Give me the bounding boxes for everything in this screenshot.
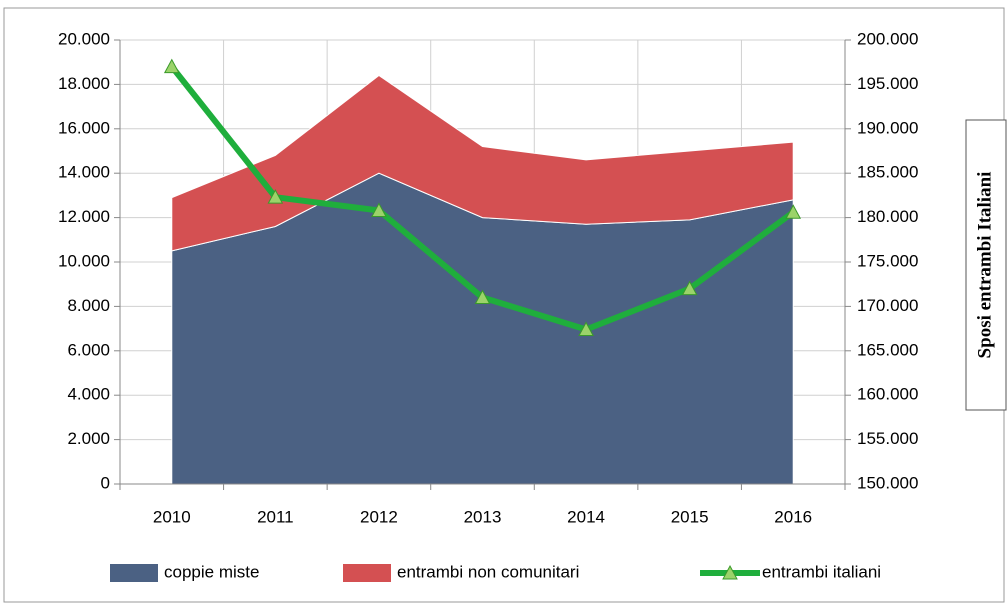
y-tick-label: 4.000 [67, 385, 110, 404]
y2-tick-label: 185.000 [857, 163, 918, 182]
x-tick-label: 2014 [567, 507, 605, 526]
legend-swatch [343, 564, 391, 582]
y-tick-label: 18.000 [58, 74, 110, 93]
marker [371, 202, 387, 217]
x-tick-label: 2012 [360, 507, 398, 526]
marker [578, 321, 594, 336]
legend-label: entrambi italiani [762, 562, 881, 581]
y-tick-label: 10.000 [58, 251, 110, 270]
x-tick-label: 2015 [671, 507, 709, 526]
y2-title-box [965, 119, 1007, 411]
legend-swatch [110, 564, 158, 582]
y-tick-label: 20.000 [58, 29, 110, 48]
y-tick-label: 12.000 [58, 207, 110, 226]
marker [785, 204, 802, 219]
y-tick-label: 16.000 [58, 118, 110, 137]
y-tick-label: 2.000 [67, 429, 110, 448]
y2-tick-label: 175.000 [857, 251, 918, 270]
y2-tick-label: 150.000 [857, 473, 918, 492]
marker [163, 58, 180, 74]
y-tick-label: 8.000 [67, 296, 110, 315]
marker [681, 280, 698, 296]
y2-tick-label: 155.000 [857, 429, 918, 448]
y2-axis-title: Sposi entrambi Italiani [974, 172, 995, 359]
y-tick-label: 0 [101, 473, 110, 492]
x-tick-label: 2010 [153, 507, 191, 526]
marker [474, 289, 491, 305]
x-tick-label: 2011 [257, 507, 294, 526]
y-tick-label: 6.000 [67, 340, 110, 359]
x-tick-label: 2016 [774, 507, 812, 526]
area [171, 74, 794, 252]
marker [267, 189, 284, 204]
y2-tick-label: 195.000 [857, 74, 918, 93]
y2-tick-label: 170.000 [857, 296, 918, 315]
legend-marker [722, 564, 738, 580]
y2-tick-label: 190.000 [857, 118, 918, 137]
y2-tick-label: 160.000 [857, 385, 918, 404]
y-tick-label: 14.000 [58, 163, 110, 182]
x-tick-label: 2013 [464, 507, 502, 526]
legend-label: entrambi non comunitari [397, 562, 579, 581]
y2-tick-label: 180.000 [857, 207, 918, 226]
legend-label: coppie miste [164, 562, 259, 581]
y2-tick-label: 165.000 [857, 340, 918, 359]
y2-tick-label: 200.000 [857, 29, 918, 48]
